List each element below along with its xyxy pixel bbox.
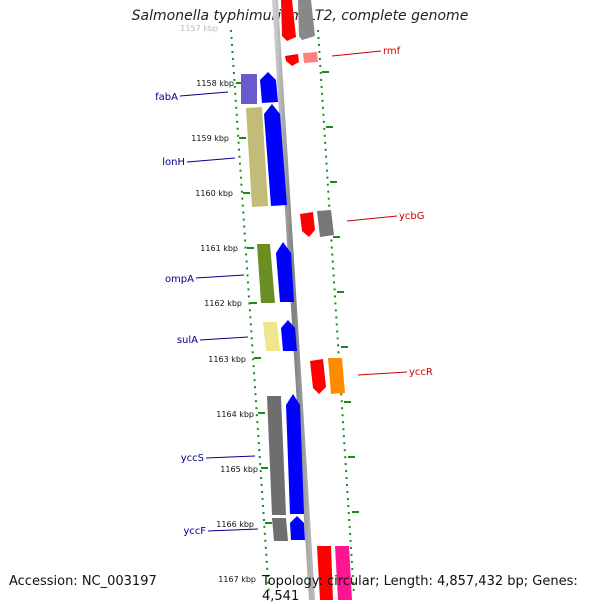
gene-lonH-arrow [264, 104, 287, 206]
gene-fabA-arrow [260, 72, 278, 103]
label-yccS[interactable]: yccS [181, 453, 204, 464]
scale-label-1161: 1161 kbp [200, 244, 238, 253]
gene-sulA-block [263, 322, 280, 351]
gene-ompA-arrow [276, 242, 294, 302]
gene-yccS-arrow [286, 394, 304, 514]
label-lonH[interactable]: lonH [162, 157, 185, 168]
scale-label-1163: 1163 kbp [208, 355, 246, 364]
label-rmf[interactable]: rmf [383, 46, 401, 57]
gene-rmf-pink [303, 52, 318, 63]
gene-top-red-1 [281, 0, 296, 41]
label-ompA[interactable]: ompA [165, 274, 194, 285]
gene-yccF-arrow [290, 516, 305, 540]
label-fabA[interactable]: fabA [155, 92, 178, 103]
label-sulA[interactable]: sulA [177, 335, 198, 346]
major-ticks [236, 71, 359, 524]
gene-ycbG-red [300, 212, 315, 237]
gene-top-gray-1 [298, 0, 315, 40]
label-ycbG[interactable]: ycbG [399, 211, 425, 222]
scale-label-1164: 1164 kbp [216, 410, 254, 419]
scale-group: 1157 kbp 1158 kbp 1159 kbp 1160 kbp 1161… [180, 24, 258, 584]
gene-yccR-orange [328, 358, 345, 394]
leader-lines [179, 50, 408, 532]
gene-fabA-block [241, 74, 257, 104]
gene-yccR-red [310, 359, 326, 394]
label-yccF[interactable]: yccF [183, 526, 206, 537]
scale-label-1167: 1167 kbp [218, 575, 256, 584]
label-yccR[interactable]: yccR [409, 367, 433, 378]
gene-rmf-red [285, 54, 299, 66]
gene-bottom-red [317, 546, 333, 600]
gene-labels-left: fabA lonH ompA sulA yccS yccF [155, 92, 206, 537]
scale-label-1159: 1159 kbp [191, 134, 229, 143]
gene-yccS-block [267, 396, 286, 515]
accession-text: Accession: NC_003197 [9, 574, 157, 589]
gene-bottom-magenta [335, 546, 352, 600]
scale-label-1166: 1166 kbp [216, 520, 254, 529]
scale-label-1162: 1162 kbp [204, 299, 242, 308]
scale-label-1158: 1158 kbp [196, 79, 234, 88]
scale-label-1165: 1165 kbp [220, 465, 258, 474]
gene-lonH-block [246, 107, 268, 207]
right-tick-rail [317, 29, 355, 596]
gene-ompA-block [257, 244, 275, 303]
gene-yccF-block [272, 518, 288, 541]
gene-labels-right: rmf ycbG yccR [383, 46, 433, 378]
gene-sulA-arrow [281, 320, 297, 351]
scale-label-1157: 1157 kbp [180, 24, 218, 33]
gene-features [241, 0, 352, 600]
gene-ycbG-gray [317, 210, 334, 237]
scale-label-1160: 1160 kbp [195, 189, 233, 198]
